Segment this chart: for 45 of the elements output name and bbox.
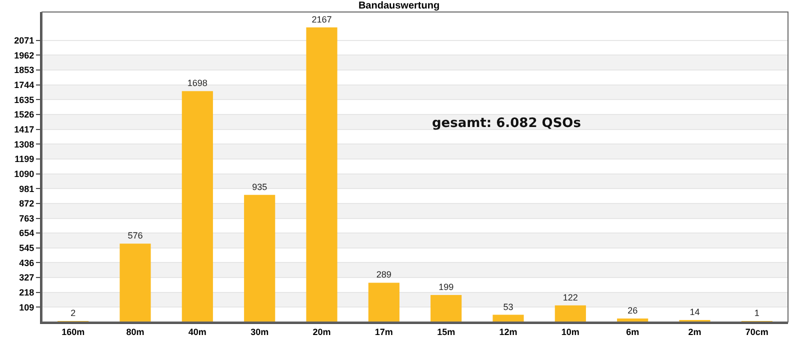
y-tick-label: 2071 xyxy=(14,36,34,46)
y-tick-label: 872 xyxy=(19,198,34,209)
x-tick-label: 12m xyxy=(499,326,518,337)
y-tick-label: 545 xyxy=(19,243,34,254)
data-label: 2167 xyxy=(312,14,332,24)
y-tick-label: 436 xyxy=(19,258,34,268)
y-tick-label: 218 xyxy=(19,288,34,298)
data-label: 122 xyxy=(562,292,578,302)
x-tick-label: 30m xyxy=(250,326,269,337)
x-tick-label: 40m xyxy=(188,326,206,337)
y-tick-label: 1308 xyxy=(14,139,34,150)
y-tick-label: 1744 xyxy=(14,80,34,90)
y-tick-label: 1635 xyxy=(14,94,34,105)
y-tick-label: 1417 xyxy=(14,124,34,134)
data-label: 1698 xyxy=(187,78,208,88)
annotation: gesamt: 6.082 QSOs xyxy=(432,116,582,131)
data-label: 2 xyxy=(70,308,76,318)
y-tick-label: 763 xyxy=(19,213,34,224)
x-tick-label: 70cm xyxy=(745,326,768,337)
y-tick-label: 327 xyxy=(19,272,34,283)
y-tick-label: 981 xyxy=(19,184,34,194)
y-tick-label: 1962 xyxy=(14,50,34,60)
x-tick-label: 6m xyxy=(626,326,640,337)
x-tick-label: 15m xyxy=(437,326,456,337)
data-label: 199 xyxy=(438,282,454,292)
x-tick-label: 2m xyxy=(688,326,702,337)
data-label: 26 xyxy=(628,305,638,316)
y-tick-label: 109 xyxy=(19,302,34,312)
x-tick-label: 10m xyxy=(561,326,580,337)
x-tick-label: 80m xyxy=(126,326,144,337)
y-tick-label: 654 xyxy=(19,228,34,238)
data-label: 935 xyxy=(252,182,268,192)
x-tick-label: 20m xyxy=(312,326,331,337)
chart-title: Bandauswertung xyxy=(358,0,440,12)
y-tick-label: 1526 xyxy=(14,110,34,120)
x-tick-label: 160m xyxy=(62,326,85,337)
data-label: 1 xyxy=(754,308,760,318)
data-label: 14 xyxy=(690,307,700,317)
x-tick-label: 17m xyxy=(374,326,393,337)
y-tick-label: 1199 xyxy=(14,154,34,164)
y-tick-label: 1090 xyxy=(14,168,34,179)
y-tick-label: 1853 xyxy=(14,65,34,76)
data-label: 576 xyxy=(128,230,143,241)
data-label: 53 xyxy=(503,302,514,312)
data-label: 289 xyxy=(376,270,392,280)
